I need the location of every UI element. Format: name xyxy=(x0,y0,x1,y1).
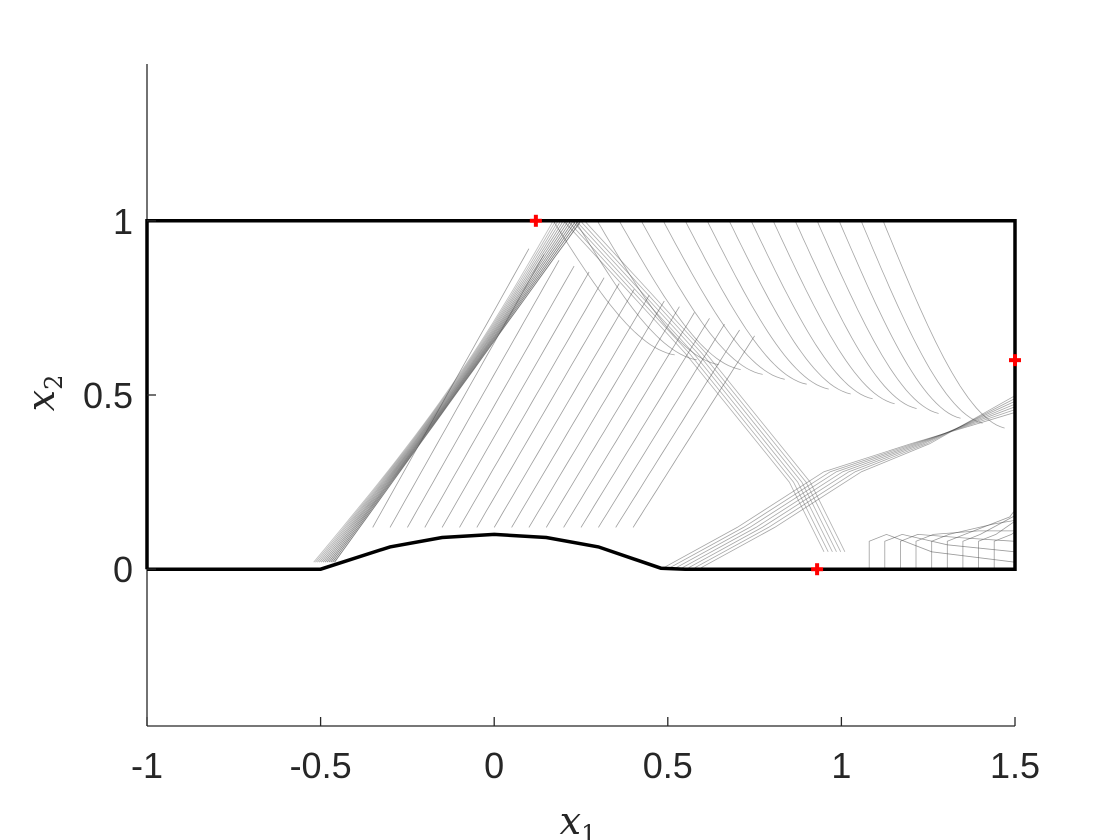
contour-line xyxy=(332,220,579,563)
contour-line xyxy=(868,533,1015,570)
contour-line xyxy=(946,509,1015,570)
domain-outline xyxy=(145,219,1017,571)
contour-line xyxy=(598,323,725,528)
contour-line xyxy=(860,220,983,424)
contour-line xyxy=(322,220,567,563)
contour-line xyxy=(334,220,582,563)
x-tick-label: 1.5 xyxy=(990,745,1040,786)
contour-line xyxy=(476,283,620,528)
red-plus-marker xyxy=(529,214,542,227)
red-plus-marker xyxy=(1009,354,1021,367)
contour-line xyxy=(900,533,1015,570)
marker-points xyxy=(529,214,1021,576)
contour-line xyxy=(615,329,740,528)
contour-line xyxy=(528,300,665,528)
contour-line xyxy=(441,271,590,528)
contour-lines xyxy=(313,220,1015,570)
contour-line xyxy=(511,294,650,528)
x-tick-label: -0.5 xyxy=(290,745,352,786)
contour-line xyxy=(794,220,917,409)
contour-line xyxy=(313,220,554,563)
contour-line xyxy=(563,312,695,528)
contour-line xyxy=(571,220,833,552)
contour-line xyxy=(326,220,572,563)
x-tick-labels: -1 -0.5 0 0.5 1 1.5 xyxy=(131,717,1040,786)
contour-line xyxy=(372,248,530,528)
y-axis-label: x2 xyxy=(19,375,68,412)
contour-line xyxy=(706,220,829,390)
x-tick-label: 0.5 xyxy=(643,745,693,786)
x-tick-label: 1 xyxy=(831,745,851,786)
y-tick-label: 1 xyxy=(113,201,133,242)
contour-line xyxy=(772,220,895,405)
contour-line xyxy=(640,220,763,375)
contour-line xyxy=(563,220,825,552)
contour-line xyxy=(318,220,562,563)
contour-line xyxy=(962,499,1015,570)
y-tick-label: 0.5 xyxy=(83,375,133,416)
contour-line xyxy=(838,220,961,419)
contour-line xyxy=(618,220,741,370)
contour-line xyxy=(389,254,545,528)
contour-line xyxy=(493,289,635,528)
contour-line xyxy=(330,220,577,563)
contour-line xyxy=(574,220,697,361)
contour-line xyxy=(459,277,605,528)
contour-line xyxy=(580,318,710,528)
contour-line xyxy=(407,260,560,528)
contour-line xyxy=(978,488,1015,570)
contour-line xyxy=(698,395,1015,570)
red-plus-marker xyxy=(811,563,824,576)
contour-line xyxy=(750,220,873,400)
contour-line xyxy=(915,530,1015,570)
contour-line xyxy=(728,220,851,395)
contour-line xyxy=(545,306,680,528)
x-tick-label: -1 xyxy=(131,745,163,786)
contour-line xyxy=(596,220,719,366)
contour-line xyxy=(567,220,829,552)
contour-line xyxy=(580,220,842,552)
contour-line xyxy=(884,533,1015,570)
contour-line xyxy=(315,220,557,563)
contour-line xyxy=(684,220,807,385)
contour-line xyxy=(320,220,564,563)
x-tick-label: 0 xyxy=(484,745,504,786)
contour-line xyxy=(575,220,837,552)
contour-line xyxy=(552,220,675,356)
contour-line xyxy=(816,220,939,414)
contour-line xyxy=(662,220,785,380)
contour-line xyxy=(424,265,575,528)
contour-line xyxy=(882,220,1005,429)
domain-boundary xyxy=(145,219,1017,571)
contour-line xyxy=(584,220,846,552)
y-tick-label: 0 xyxy=(113,549,133,590)
contour-line xyxy=(328,220,574,563)
contour-line xyxy=(993,478,1015,570)
y-tick-labels: 00.51 xyxy=(83,201,156,590)
x-axis-label: x1 xyxy=(560,799,597,840)
